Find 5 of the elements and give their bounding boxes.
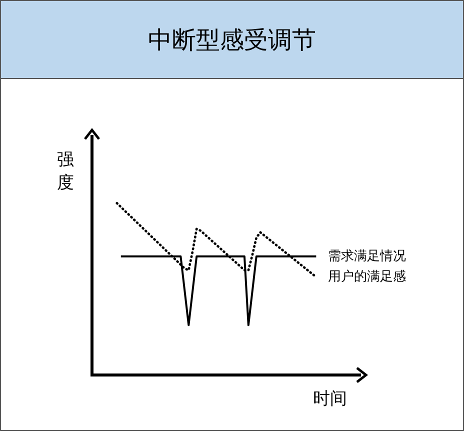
y-axis-title: 强度 [57, 149, 75, 195]
series-label: 需求满足情况 [328, 248, 406, 264]
x-axis-title: 时间 [313, 388, 347, 410]
chart-title: 中断型感受调节 [1, 1, 463, 79]
series-label: 用户的满足感 [328, 269, 406, 284]
